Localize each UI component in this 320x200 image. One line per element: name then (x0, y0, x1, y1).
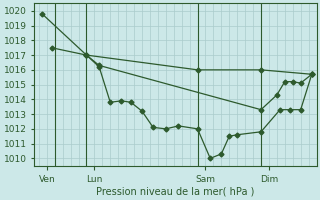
X-axis label: Pression niveau de la mer( hPa ): Pression niveau de la mer( hPa ) (96, 187, 254, 197)
